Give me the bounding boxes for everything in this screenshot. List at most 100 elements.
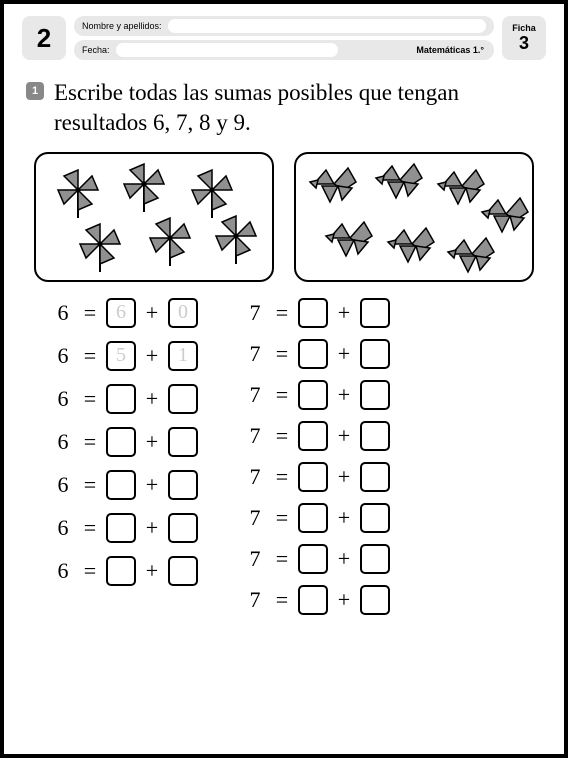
equation-result: 7 (244, 341, 266, 367)
pinwheel-box (34, 152, 274, 282)
equals-sign: = (83, 558, 97, 584)
answer-box[interactable] (360, 544, 390, 574)
ficha-label: Ficha (512, 23, 536, 33)
answer-box[interactable]: 6 (106, 298, 136, 328)
date-input[interactable] (116, 43, 338, 57)
equation-row: 6 = 5 + 1 (52, 341, 198, 371)
answer-box[interactable] (106, 427, 136, 457)
name-row: Nombre y apellidos: (74, 16, 494, 36)
equation-row: 6 = + (52, 470, 198, 500)
answer-box[interactable] (298, 421, 328, 451)
answer-box[interactable] (168, 513, 198, 543)
bird-icon (446, 232, 502, 278)
equation-result: 6 (52, 429, 74, 455)
illustration-row (22, 152, 546, 282)
equals-sign: = (275, 505, 289, 531)
answer-box[interactable] (168, 470, 198, 500)
ficha-number: 3 (519, 33, 529, 54)
equation-result: 7 (244, 587, 266, 613)
equation-result: 7 (244, 300, 266, 326)
equation-result: 7 (244, 546, 266, 572)
bird-icon (308, 162, 364, 208)
answer-box[interactable] (360, 298, 390, 328)
equation-row: 6 = 6 + 0 (52, 298, 198, 328)
plus-sign: + (145, 472, 159, 498)
answer-box[interactable]: 0 (168, 298, 198, 328)
pinwheel-icon (76, 220, 124, 274)
plus-sign: + (145, 343, 159, 369)
plus-sign: + (145, 300, 159, 326)
bird-icon (386, 222, 442, 268)
plus-sign: + (337, 341, 351, 367)
answer-box[interactable] (298, 380, 328, 410)
answer-box[interactable] (360, 380, 390, 410)
equation-result: 7 (244, 505, 266, 531)
answer-box[interactable] (360, 462, 390, 492)
equation-row: 7 = + (244, 462, 390, 492)
equation-row: 7 = + (244, 380, 390, 410)
answer-box[interactable] (106, 384, 136, 414)
answer-box[interactable] (106, 470, 136, 500)
pinwheel-icon (54, 166, 102, 220)
answer-box[interactable] (168, 427, 198, 457)
equation-result: 6 (52, 558, 74, 584)
plus-sign: + (337, 587, 351, 613)
equation-row: 6 = + (52, 556, 198, 586)
equals-sign: = (83, 386, 97, 412)
answer-box[interactable] (360, 339, 390, 369)
plus-sign: + (145, 515, 159, 541)
equation-row: 6 = + (52, 513, 198, 543)
plus-sign: + (337, 423, 351, 449)
answer-box[interactable] (298, 503, 328, 533)
ficha-badge: Ficha 3 (502, 16, 546, 60)
answer-box[interactable] (360, 503, 390, 533)
equals-sign: = (83, 429, 97, 455)
equals-sign: = (275, 546, 289, 572)
name-label: Nombre y apellidos: (82, 21, 162, 31)
instruction-bullet: 1 (26, 82, 44, 100)
subject-label: Matemáticas 1.° (416, 45, 484, 55)
equation-row: 7 = + (244, 585, 390, 615)
pinwheel-icon (120, 160, 168, 214)
equation-result: 6 (52, 515, 74, 541)
pinwheel-icon (212, 212, 260, 266)
plus-sign: + (337, 382, 351, 408)
equals-sign: = (275, 300, 289, 326)
equation-result: 6 (52, 343, 74, 369)
answer-box[interactable] (106, 513, 136, 543)
plus-sign: + (145, 386, 159, 412)
equation-result: 6 (52, 300, 74, 326)
answer-box[interactable]: 1 (168, 341, 198, 371)
plus-sign: + (337, 300, 351, 326)
equals-sign: = (275, 341, 289, 367)
answer-box[interactable] (298, 298, 328, 328)
name-input[interactable] (168, 19, 486, 33)
instruction-text: Escribe todas las sumas posibles que ten… (54, 78, 542, 138)
instruction-block: 1 Escribe todas las sumas posibles que t… (22, 78, 546, 138)
equals-sign: = (83, 515, 97, 541)
answer-box[interactable] (360, 421, 390, 451)
answer-box[interactable] (298, 462, 328, 492)
equation-result: 7 (244, 423, 266, 449)
plus-sign: + (337, 464, 351, 490)
answer-box[interactable]: 5 (106, 341, 136, 371)
answer-box[interactable] (168, 556, 198, 586)
answer-box[interactable] (298, 585, 328, 615)
equals-sign: = (275, 587, 289, 613)
answer-box[interactable] (168, 384, 198, 414)
answer-box[interactable] (360, 585, 390, 615)
equation-row: 7 = + (244, 544, 390, 574)
equals-sign: = (275, 423, 289, 449)
equals-sign: = (83, 343, 97, 369)
equation-row: 7 = + (244, 503, 390, 533)
plus-sign: + (145, 429, 159, 455)
answer-box[interactable] (298, 544, 328, 574)
equation-result: 7 (244, 464, 266, 490)
answer-box[interactable] (106, 556, 136, 586)
date-label: Fecha: (82, 45, 110, 55)
bird-box (294, 152, 534, 282)
bird-icon (324, 216, 380, 262)
equations-column-right: 7 = + 7 = + 7 = + 7 = + 7 = + 7 = (244, 298, 390, 615)
answer-box[interactable] (298, 339, 328, 369)
equation-row: 7 = + (244, 298, 390, 328)
